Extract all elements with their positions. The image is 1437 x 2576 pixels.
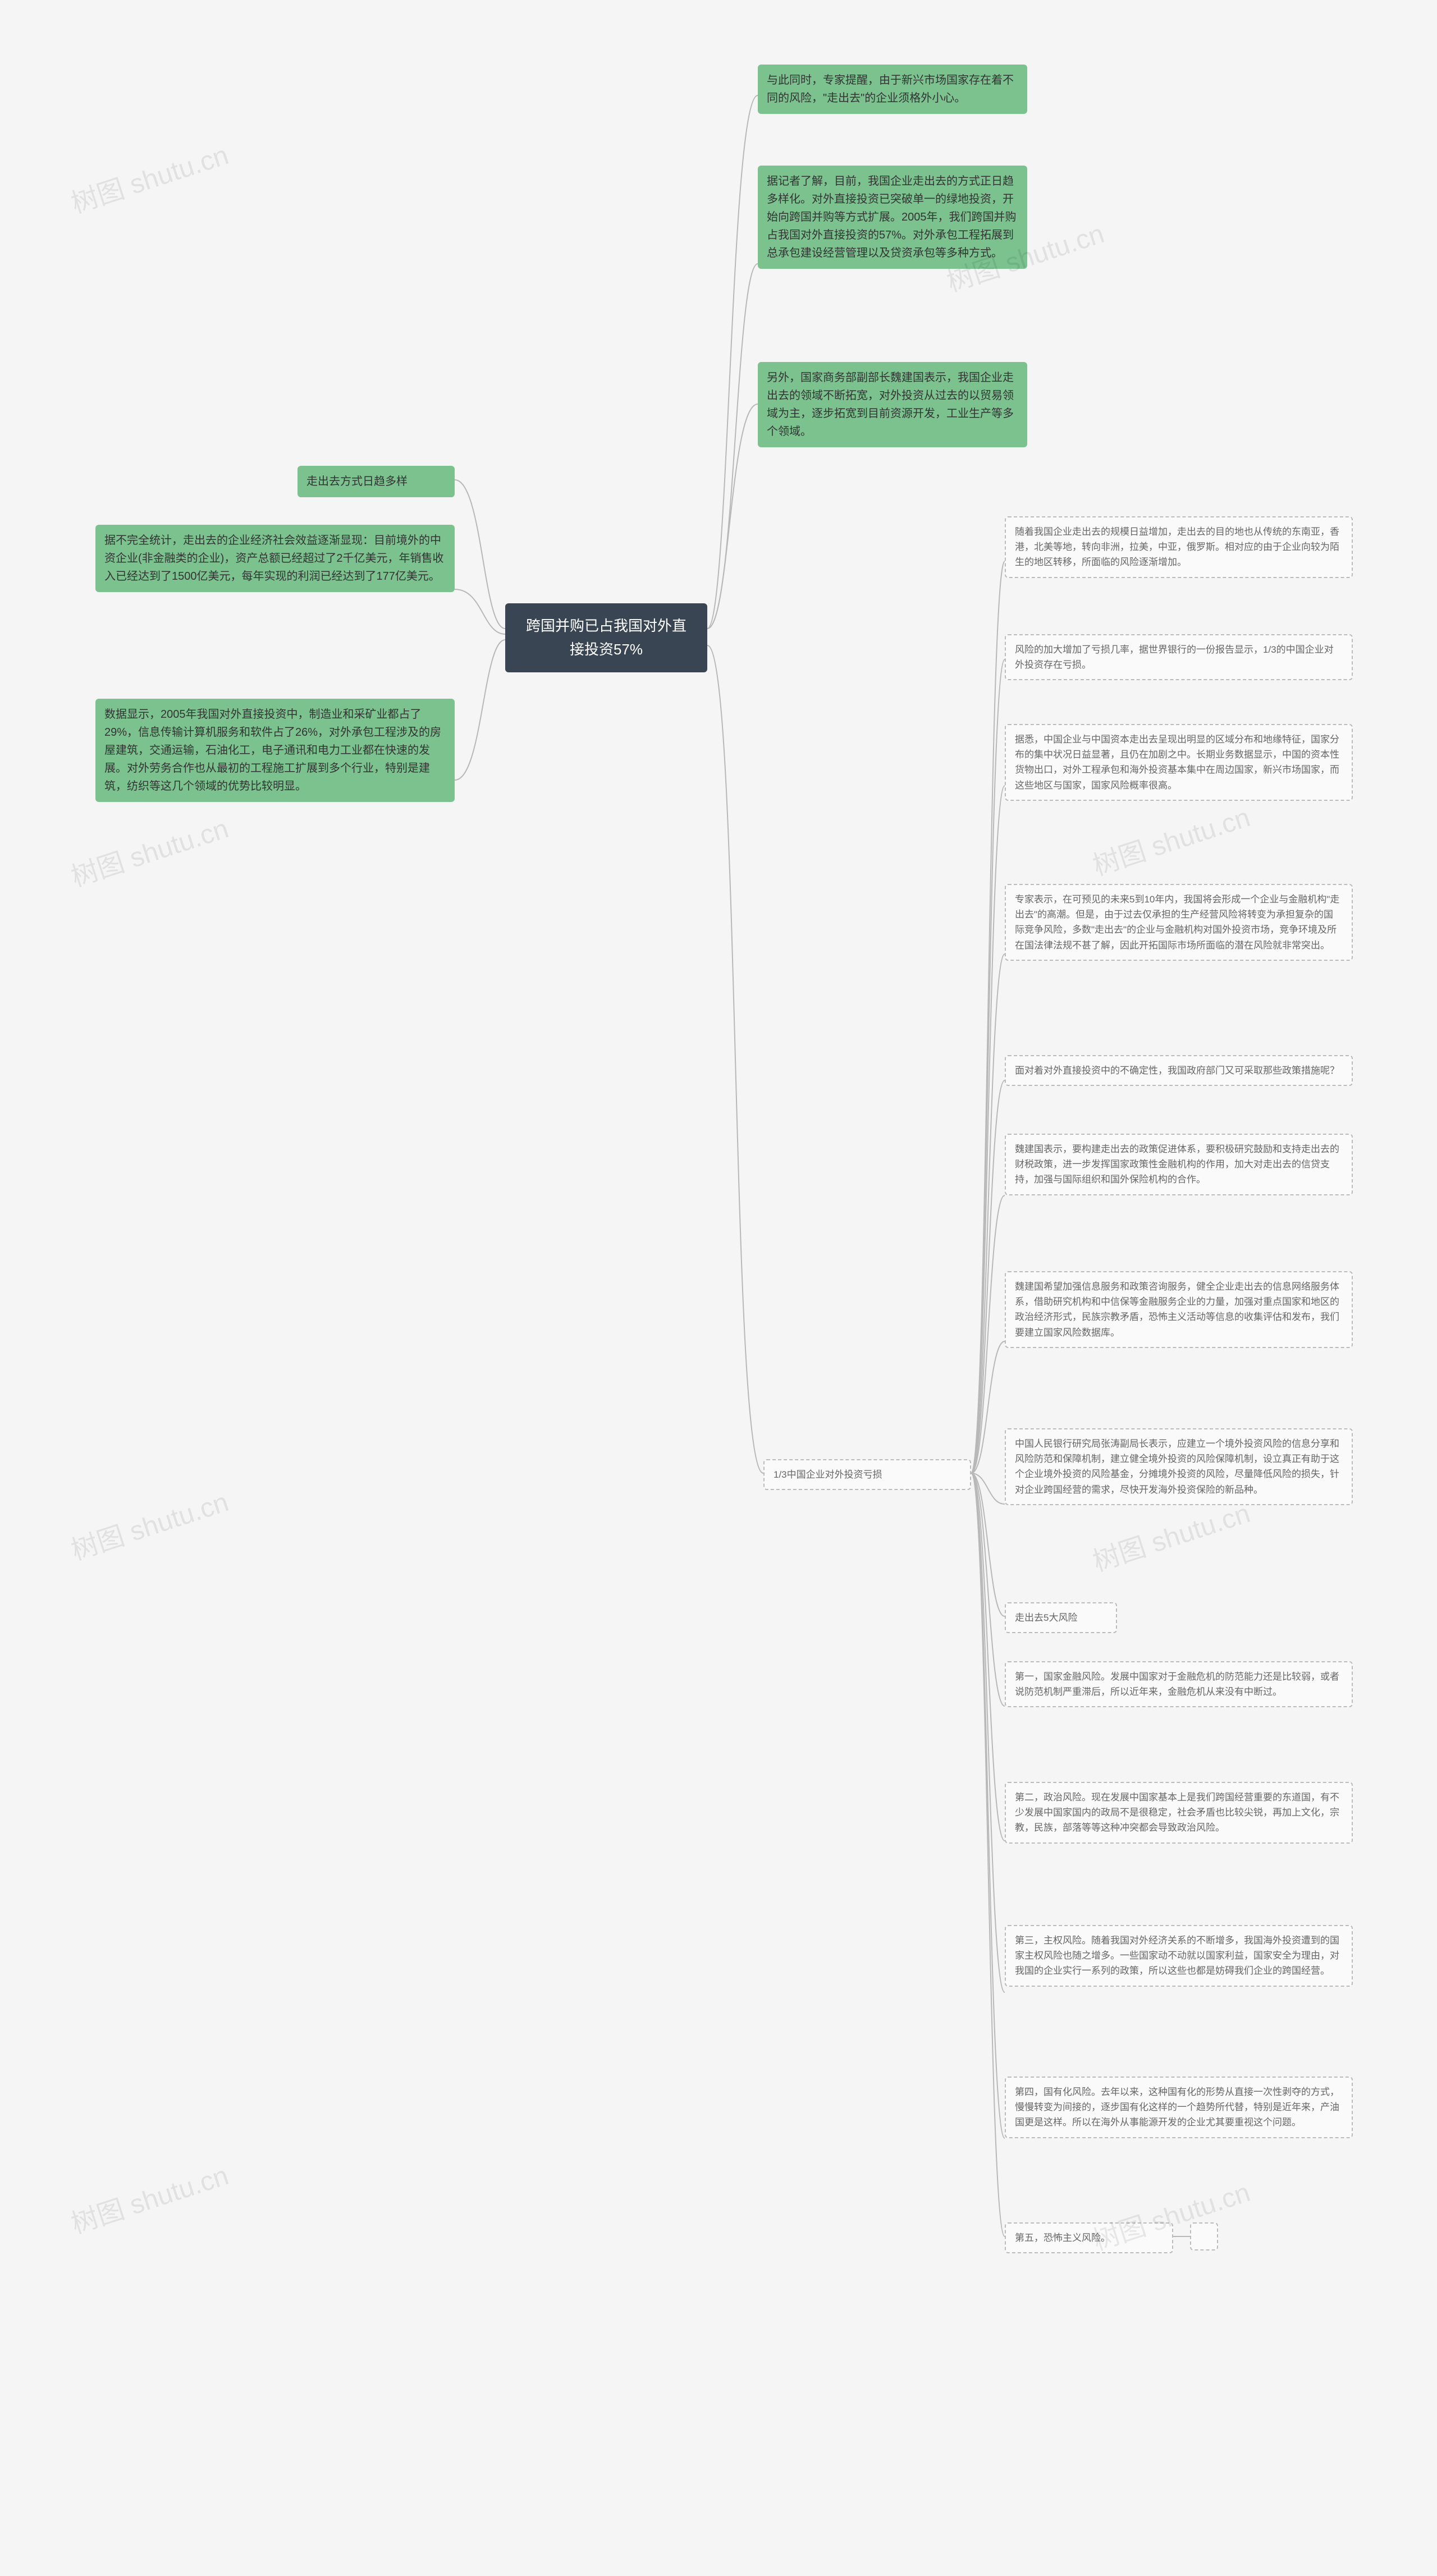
gray-4[interactable]: 面对着对外直接投资中的不确定性，我国政府部门又可采取那些政策措施呢？ bbox=[1005, 1055, 1353, 1086]
gray-13[interactable]: 第五，恐怖主义风险。 bbox=[1005, 2222, 1173, 2253]
gray-5[interactable]: 魏建国表示，要构建走出去的政策促进体系，要积极研究鼓励和支持走出去的财税政策，进… bbox=[1005, 1134, 1353, 1195]
left-node-0[interactable]: 走出去方式日趋多样 bbox=[298, 466, 455, 497]
gray-3[interactable]: 专家表示，在可预见的未来5到10年内，我国将会形成一个企业与金融机构"走出去"的… bbox=[1005, 884, 1353, 961]
left-node-1[interactable]: 据不完全统计，走出去的企业经济社会效益逐渐显现：目前境外的中资企业(非金融类的企… bbox=[95, 525, 455, 592]
gray-12[interactable]: 第四，国有化风险。去年以来，这种国有化的形势从直接一次性剥夺的方式，慢慢转变为间… bbox=[1005, 2077, 1353, 2138]
mindmap-canvas: 跨国并购已占我国对外直 接投资57% 走出去方式日趋多样 据不完全统计，走出去的… bbox=[0, 0, 1437, 2576]
watermark: 树图 shutu.cn bbox=[65, 2153, 232, 2241]
watermark: 树图 shutu.cn bbox=[1087, 795, 1254, 883]
gray-11[interactable]: 第三，主权风险。随着我国对外经济关系的不断增多，我国海外投资遭到的国家主权风险也… bbox=[1005, 1925, 1353, 1987]
gray-9[interactable]: 第一，国家金融风险。发展中国家对于金融危机的防范能力还是比较弱，或者说防范机制严… bbox=[1005, 1661, 1353, 1707]
gray-10[interactable]: 第二，政治风险。现在发展中国家基本上是我们跨国经营重要的东道国，有不少发展中国家… bbox=[1005, 1782, 1353, 1844]
watermark: 树图 shutu.cn bbox=[65, 806, 232, 894]
blank-box[interactable] bbox=[1190, 2222, 1218, 2250]
right-green-0[interactable]: 与此同时，专家提醒，由于新兴市场国家存在着不同的风险，"走出去"的企业须格外小心… bbox=[758, 65, 1027, 114]
watermark: 树图 shutu.cn bbox=[65, 1480, 232, 1567]
right-green-1[interactable]: 据记者了解，目前，我国企业走出去的方式正日趋多样化。对外直接投资已突破单一的绿地… bbox=[758, 166, 1027, 269]
gray-7[interactable]: 中国人民银行研究局张涛副局长表示，应建立一个境外投资风险的信息分享和风险防范和保… bbox=[1005, 1428, 1353, 1505]
gray-0[interactable]: 随着我国企业走出去的规模日益增加，走出去的目的地也从传统的东南亚，香港，北美等地… bbox=[1005, 516, 1353, 578]
gray-1[interactable]: 风险的加大增加了亏损几率，据世界银行的一份报告显示，1/3的中国企业对外投资存在… bbox=[1005, 634, 1353, 680]
right-green-2[interactable]: 另外，国家商务部副部长魏建国表示，我国企业走出去的领域不断拓宽，对外投资从过去的… bbox=[758, 362, 1027, 447]
watermark: 树图 shutu.cn bbox=[65, 133, 232, 221]
left-node-2[interactable]: 数据显示，2005年我国对外直接投资中，制造业和采矿业都占了29%，信息传输计算… bbox=[95, 699, 455, 802]
gray-8[interactable]: 走出去5大风险 bbox=[1005, 1602, 1117, 1633]
root-node[interactable]: 跨国并购已占我国对外直 接投资57% bbox=[505, 603, 707, 672]
gray-2[interactable]: 据悉，中国企业与中国资本走出去呈现出明显的区域分布和地缘特征，国家分布的集中状况… bbox=[1005, 724, 1353, 801]
gray-6[interactable]: 魏建国希望加强信息服务和政策咨询服务，健全企业走出去的信息网络服务体系，借助研究… bbox=[1005, 1271, 1353, 1348]
loss-node[interactable]: 1/3中国企业对外投资亏损 bbox=[763, 1459, 971, 1490]
